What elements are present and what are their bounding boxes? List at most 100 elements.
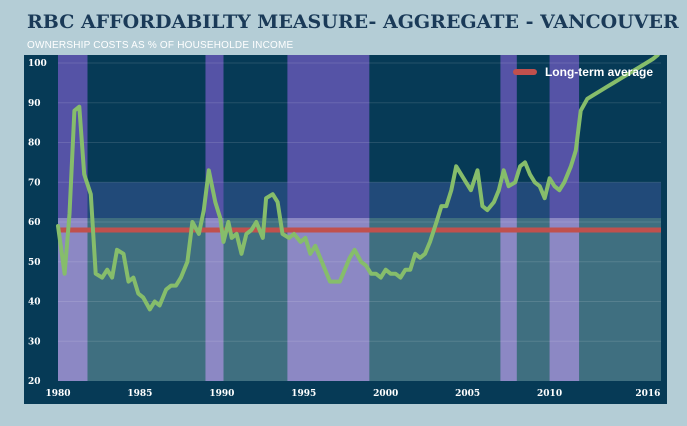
series-point-0-80 [470,189,472,191]
y-tick-label-80: 80 [28,139,41,149]
series-point-0-67 [404,268,407,271]
series-point-0-104 [599,90,602,92]
series-point-0-28 [207,169,210,172]
y-tick-label-50: 50 [28,258,41,268]
series-point-0-107 [619,78,621,80]
series-point-0-27 [203,209,205,211]
series-point-0-101 [579,109,582,112]
series-point-0-25 [191,221,194,223]
series-point-0-14 [132,276,135,279]
series-point-0-5 [83,173,86,176]
series-point-0-58 [360,260,362,263]
series-point-0-37 [250,229,253,231]
series-point-0-111 [645,62,648,64]
y-tick-label-20: 20 [28,377,41,387]
series-point-0-81 [476,169,479,172]
series-point-0-103 [593,94,595,96]
chart-svg: 20 30 40 50 60 70 80 90 100 1980 1985 1990 1995 2000 2… [28,55,661,399]
series-point-0-61 [375,272,377,275]
series-point-0-112 [652,58,654,60]
x-tick-label-2000: 2000 [373,389,398,399]
series-point-0-72 [429,241,431,243]
series-point-0-90 [524,161,526,164]
series-point-0-40 [265,197,267,199]
series-point-0-102 [586,97,589,100]
series-point-0-15 [137,292,140,295]
x-tick-label-2016: 2016 [635,389,660,399]
series-point-0-60 [370,272,372,275]
series-point-0-19 [158,304,161,307]
series-point-0-33 [230,237,233,239]
x-tick-label-1995: 1995 [291,389,316,399]
series-point-0-46 [299,241,302,243]
y-tick-label-70: 70 [28,178,41,188]
series-point-0-74 [440,205,443,207]
series-point-0-21 [170,284,172,287]
x-tick-label-1980: 1980 [45,389,70,399]
series-point-0-24 [186,260,189,263]
legend-average-label: Long-term average [544,65,653,79]
series-point-0-41 [271,193,274,195]
series-point-0-108 [625,74,628,76]
series-point-0-88 [514,181,516,184]
recession-band-3 [500,55,517,219]
series-point-0-106 [612,82,615,84]
series-point-0-56 [348,256,351,259]
recession-band-lower-0 [58,218,88,381]
recession-band-lower-3 [500,218,517,381]
y-tick-label-90: 90 [28,99,41,109]
series-point-0-52 [329,280,331,283]
series-point-0-36 [245,233,248,235]
legend-average-swatch [512,69,537,75]
series-point-0-47 [304,237,307,239]
series-point-0-55 [343,268,346,271]
y-tick-label-60: 60 [28,218,41,228]
series-point-0-69 [414,253,417,255]
series-point-0-45 [293,233,295,235]
series-point-0-83 [486,209,489,211]
series-point-0-20 [165,288,167,291]
series-point-0-49 [314,245,317,247]
series-point-0-71 [424,253,426,255]
series-point-0-82 [481,205,484,207]
series-point-0-85 [497,189,500,191]
series-point-0-63 [384,268,387,271]
legend: Long-term average [512,65,653,79]
series-point-0-2 [68,213,71,215]
series-point-0-23 [180,276,182,279]
series-point-0-95 [548,177,551,180]
series-point-0-50 [319,256,321,259]
series-point-0-96 [553,185,556,188]
recession-band-lower-4 [549,218,580,381]
series-point-0-8 [101,276,104,279]
series-point-0-68 [409,268,412,271]
series-point-0-94 [543,197,546,199]
chart-title: RBC AFFORDABILTY MEASURE- AGGREGATE - VA… [27,11,679,33]
series-point-0-54 [339,280,341,283]
series-point-0-84 [493,201,495,203]
series-point-0-13 [127,280,130,283]
y-tick-label-40: 40 [28,298,41,308]
series-point-0-42 [276,201,279,203]
series-point-0-92 [534,181,536,184]
series-point-0-26 [198,233,200,235]
series-point-0-31 [222,241,225,243]
series-point-0-53 [334,280,336,283]
recession-band-4 [549,55,580,219]
y-tick-label-30: 30 [28,337,41,347]
series-point-0-89 [519,165,521,168]
series-point-0-10 [111,276,113,279]
series-point-0-18 [153,300,156,303]
y-tick-label-100: 100 [28,59,47,69]
series-point-0-44 [288,237,290,239]
recession-band-lower-2 [287,218,370,381]
series-point-0-16 [142,296,145,299]
series-point-0-97 [558,189,561,191]
series-point-0-38 [255,221,258,223]
series-point-0-12 [122,253,125,255]
series-point-0-35 [240,253,243,255]
x-tick-label-1985: 1985 [127,389,152,399]
series-point-0-0 [57,225,59,227]
series-point-0-11 [116,249,118,251]
chart-subtitle: OWNERSHIP COSTS AS % OF HOUSEHOLDE INCOM… [27,40,294,51]
